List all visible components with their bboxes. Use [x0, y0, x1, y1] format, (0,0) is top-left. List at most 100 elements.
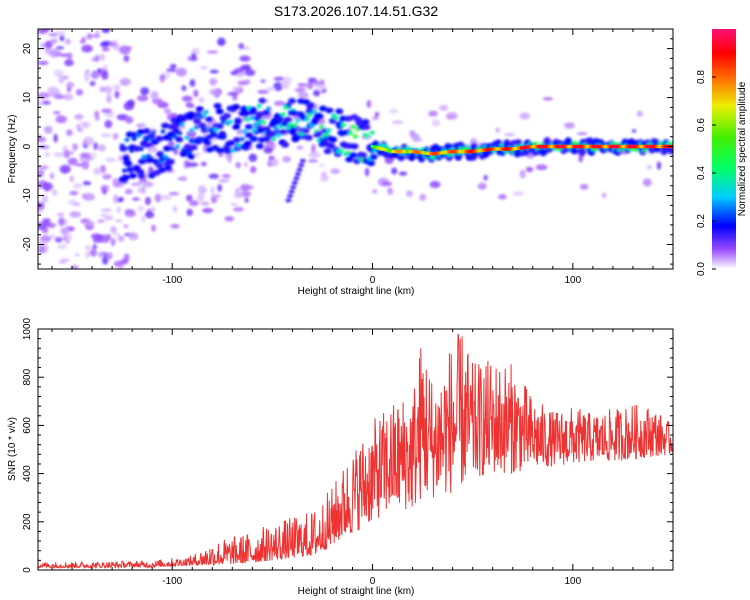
noise-blob: [110, 238, 116, 247]
ridge-halo: [328, 136, 337, 143]
noise-blob: [40, 235, 52, 243]
ridge-blob: [146, 153, 152, 158]
ridge-blob: [364, 133, 370, 139]
noise-blob: [144, 211, 155, 219]
noise-blob: [308, 151, 321, 159]
ridge-blob: [189, 128, 195, 133]
noise-blob: [49, 234, 56, 239]
noise-blob: [66, 150, 75, 155]
noise-blob: [248, 153, 258, 162]
noise-blob: [429, 180, 441, 189]
noise-blob: [52, 110, 61, 115]
noise-blob: [217, 184, 223, 192]
noise-blob: [93, 142, 99, 150]
ridge-halo: [215, 108, 224, 115]
ridge-blob: [283, 105, 289, 110]
noise-blob: [307, 77, 317, 84]
ridge-halo: [172, 122, 181, 129]
noise-blob: [247, 185, 255, 190]
noise-blob: [320, 174, 329, 182]
noise-blob: [512, 191, 525, 196]
ridge-blob: [295, 118, 301, 123]
figure-title: S173.2026.107.14.51.G32: [274, 3, 438, 19]
snr-x-tick-label: 100: [564, 576, 581, 587]
ridge-blob: [292, 123, 298, 128]
ridge-halo: [119, 145, 128, 152]
noise-blob: [69, 175, 74, 182]
noise-blob: [82, 181, 92, 186]
noise-blob: [313, 89, 321, 97]
noise-blob: [271, 158, 279, 167]
noise-blob: [99, 53, 106, 61]
noise-blob: [89, 249, 97, 257]
noise-blob: [431, 119, 441, 127]
ridge-halo: [287, 98, 296, 105]
noise-blob: [84, 244, 92, 251]
noise-blob: [160, 195, 172, 201]
noise-blob: [498, 193, 507, 200]
colorbar-gradient: [712, 29, 736, 269]
noise-blob: [230, 71, 238, 76]
noise-blob: [131, 197, 140, 201]
noise-blob: [409, 133, 420, 139]
noise-blob: [51, 189, 58, 196]
noise-blob: [579, 183, 589, 190]
noise-blob: [81, 36, 87, 43]
ridge-blob: [249, 115, 255, 121]
ridge-blob: [266, 106, 272, 111]
noise-blob: [243, 161, 249, 168]
noise-blob: [128, 232, 139, 241]
noise-blob: [235, 187, 240, 194]
ridge-halo: [348, 152, 357, 159]
noise-blob: [84, 73, 90, 83]
snr-y-tick-label: 1000: [22, 317, 33, 340]
noise-blob: [125, 116, 134, 124]
noise-blob: [57, 217, 65, 226]
noise-blob: [381, 181, 393, 187]
noise-blob: [235, 161, 241, 169]
ridge-halo: [255, 143, 264, 150]
ridge-blob: [242, 129, 248, 134]
ridge-halo: [155, 135, 164, 142]
streak-blob: [286, 194, 293, 199]
noise-blob: [238, 43, 245, 50]
ridge-blob: [347, 130, 353, 136]
noise-blob: [209, 88, 220, 96]
noise-blob: [308, 159, 318, 163]
ridge-halo: [216, 147, 225, 154]
noise-blob: [105, 157, 117, 163]
noise-blob: [646, 164, 653, 170]
snr-y-tick-label: 200: [22, 513, 33, 530]
ridge-blob: [369, 130, 375, 136]
noise-blob: [72, 202, 81, 207]
noise-blob: [140, 215, 146, 223]
noise-blob: [101, 208, 113, 212]
noise-blob: [172, 205, 178, 213]
noise-blob: [72, 143, 78, 151]
noise-blob: [97, 68, 102, 73]
noise-blob: [106, 94, 112, 104]
ridge-halo: [234, 117, 243, 124]
ridge-halo: [187, 111, 196, 118]
colorbar: 0.0 0.2 0.4 0.6 0.8 Normalized spectral ampl…: [696, 29, 748, 276]
noise-blob: [101, 108, 113, 114]
ridge-blob: [256, 103, 262, 109]
ridge-halo: [183, 143, 192, 150]
noise-blob: [218, 179, 230, 183]
noise-blob: [64, 59, 74, 67]
ridge-blob: [244, 117, 250, 122]
noise-blob: [209, 69, 219, 74]
ridge-halo: [362, 124, 371, 131]
ridge-halo: [126, 166, 135, 173]
noise-blob: [445, 115, 456, 120]
ridge-halo: [232, 123, 241, 130]
noise-blob: [297, 91, 309, 99]
ridge-halo: [279, 128, 288, 135]
noise-blob: [53, 69, 64, 78]
noise-blob: [372, 116, 379, 120]
noise-blob: [60, 227, 70, 235]
noise-blob: [77, 128, 84, 132]
ridge-halo: [249, 135, 258, 142]
